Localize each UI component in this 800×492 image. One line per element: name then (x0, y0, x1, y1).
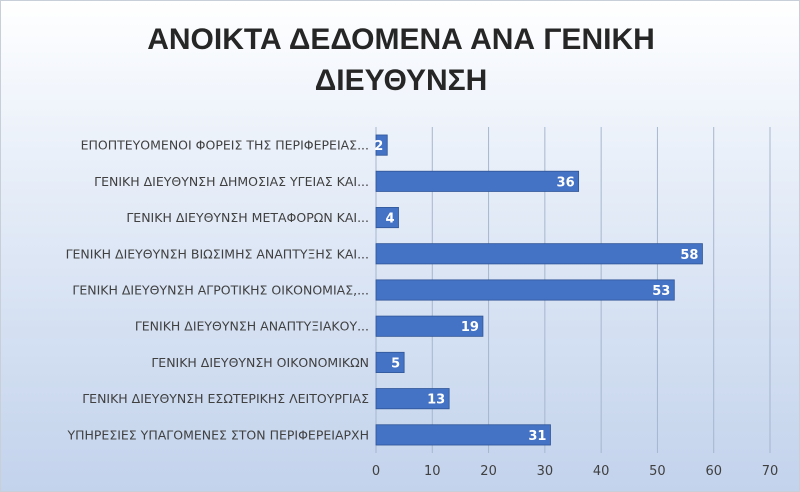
category-label: ΕΠΟΠΤΕΥΟΜΕΝΟΙ ΦΟΡΕΙΣ ΤΗΣ ΠΕΡΙΦΕΡΕΙΑΣ... (81, 138, 369, 153)
bar (375, 170, 580, 192)
bar-layer (375, 134, 703, 446)
category-label: ΓΕΝΙΚΗ ΔΙΕΥΘΥΝΣΗ ΔΗΜΟΣΙΑΣ ΥΓΕΙΑΣ ΚΑΙ... (94, 174, 369, 189)
bar (375, 279, 675, 301)
chart-title: ΑΝΟΙΚΤΑ ΔΕΔΟΜΕΝΑ ΑΝΑ ΓΕΝΙΚΗ ΔΙΕΥΘΥΝΣΗ (1, 19, 799, 101)
data-label: 58 (680, 248, 698, 263)
bar (375, 207, 399, 229)
bar (375, 388, 450, 410)
bar (375, 351, 405, 373)
data-label: 53 (652, 284, 670, 299)
x-tick-label: 0 (372, 464, 380, 479)
category-label: ΓΕΝΙΚΗ ΔΙΕΥΘΥΝΣΗ ΕΣΩΤΕΡΙΚΗΣ ΛΕΙΤΟΥΡΓΙΑΣ (82, 391, 369, 406)
data-label: 13 (427, 393, 445, 408)
category-label: ΓΕΝΙΚΗ ΔΙΕΥΘΥΝΣΗ ΒΙΩΣΙΜΗΣ ΑΝΑΠΤΥΞΗΣ ΚΑΙ.… (66, 246, 369, 261)
data-label: 36 (557, 175, 575, 190)
category-label: ΓΕΝΙΚΗ ΔΙΕΥΘΥΝΣΗ ΑΓΡΟΤΙΚΗΣ ΟΙΚΟΝΟΜΙΑΣ,..… (72, 283, 369, 298)
category-label: ΓΕΝΙΚΗ ΔΙΕΥΘΥΝΣΗ ΟΙΚΟΝΟΜΙΚΩΝ (151, 355, 369, 370)
x-tick-label: 30 (537, 464, 554, 479)
bar (375, 243, 703, 265)
x-tick-label: 50 (649, 464, 666, 479)
category-label: ΓΕΝΙΚΗ ΔΙΕΥΘΥΝΣΗ ΑΝΑΠΤΥΞΙΑΚΟΥ... (135, 319, 369, 334)
x-tick-label: 60 (705, 464, 722, 479)
chart-title-line-1: ΑΝΟΙΚΤΑ ΔΕΔΟΜΕΝΑ ΑΝΑ ΓΕΝΙΚΗ (147, 23, 655, 56)
x-tick-label: 20 (480, 464, 497, 479)
data-label: 5 (391, 356, 400, 371)
x-tick-label: 10 (424, 464, 441, 479)
data-label: 2 (374, 139, 383, 154)
chart-title-line-2: ΔΙΕΥΘΥΝΣΗ (314, 64, 488, 97)
bar (375, 315, 484, 337)
bar (375, 134, 388, 156)
x-tick-label: 40 (593, 464, 610, 479)
category-label: ΓΕΝΙΚΗ ΔΙΕΥΘΥΝΣΗ ΜΕΤΑΦΟΡΩΝ ΚΑΙ... (126, 210, 369, 225)
data-label: 31 (528, 429, 546, 444)
x-tick-label: 70 (762, 464, 779, 479)
bar (375, 424, 551, 446)
label-layer: 0 10 20 30 40 50 60 70 ΕΠΟΠΤΕΥΟΜΕΝΟΙ ΦΟΡΕΙΣ ΤΗΣ … (66, 138, 779, 479)
data-label: 4 (385, 212, 394, 227)
data-label: 19 (461, 320, 479, 335)
category-label: ΥΠΗΡΕΣΙΕΣ ΥΠΑΓΟΜΕΝΕΣ ΣΤΟΝ ΠΕΡΙΦΕΡΕΙΑΡΧΗ (66, 427, 369, 442)
